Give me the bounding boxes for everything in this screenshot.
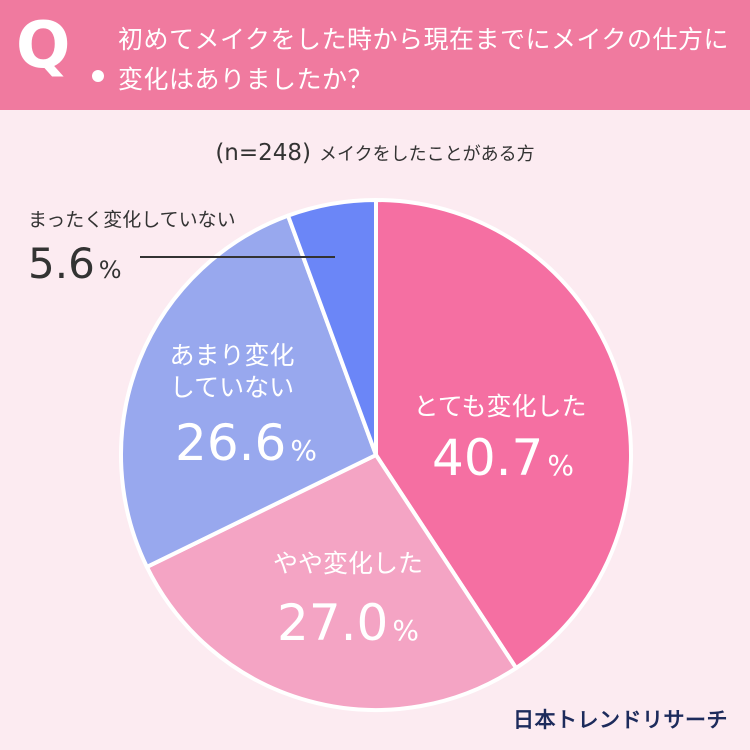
slice-label: やや変化した	[273, 549, 423, 578]
sample-size: (n=248)	[215, 140, 312, 166]
question-banner: Q 初めてメイクをした時から現在までにメイクの仕方に変化はありましたか？	[0, 0, 750, 110]
slice-value-label: 27.0%	[277, 594, 419, 652]
q-mark: Q	[16, 9, 71, 83]
brand-logo: 日本トレンドリサーチ	[513, 708, 728, 732]
slice-value-label: 40.7%	[432, 429, 574, 487]
slice-value-label: 26.6%	[175, 414, 317, 472]
slice-label: あまり変化	[169, 341, 294, 370]
slice-label: とても変化した	[413, 392, 586, 421]
sample-size-note: (n=248) メイクをしたことがある方	[0, 140, 750, 166]
slice-label: していない	[170, 373, 294, 402]
pie-slice	[119, 213, 378, 569]
sample-description: メイクをしたことがある方	[319, 144, 535, 165]
slice-value-label: 5.6%	[28, 239, 122, 288]
slice-label: まったく変化していない	[28, 209, 236, 231]
question-text: 初めてメイクをした時から現在までにメイクの仕方に変化はありましたか？	[118, 25, 730, 94]
pie-slice	[286, 198, 378, 457]
q-dot-icon	[92, 70, 104, 82]
pie-slice	[144, 453, 519, 712]
